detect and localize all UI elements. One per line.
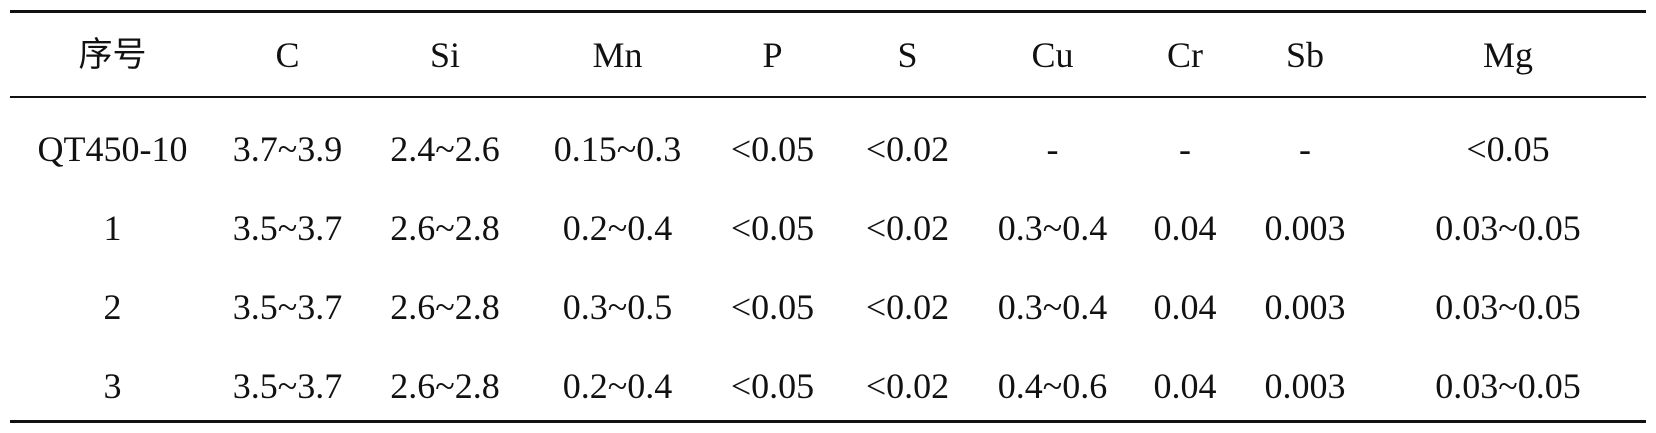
- table-cell: 0.3~0.5: [562, 287, 673, 327]
- table-row: 2 3.5~3.7 2.6~2.8 0.3~0.5 <0.05 <0.02 0.…: [10, 277, 1646, 337]
- table-cell: 2: [103, 287, 122, 327]
- header-cell-mg: Mg: [1482, 35, 1533, 75]
- table-cell: 0.15~0.3: [553, 129, 682, 169]
- table-cell: 0.03~0.05: [1435, 287, 1581, 327]
- table-bottom-rule: [10, 420, 1646, 423]
- table-row: QT450-10 3.7~3.9 2.4~2.6 0.15~0.3 <0.05 …: [10, 119, 1646, 179]
- table-cell: -: [1299, 129, 1311, 169]
- table-cell: <0.02: [865, 366, 950, 406]
- table-row: 1 3.5~3.7 2.6~2.8 0.2~0.4 <0.05 <0.02 0.…: [10, 198, 1646, 258]
- table-cell: 2.6~2.8: [390, 287, 500, 327]
- composition-table: 序号 C Si Mn P S Cu Cr Sb Mg QT450-10 3.7~…: [10, 0, 1646, 433]
- header-cell-index: 序号: [78, 35, 147, 75]
- table-cell: 2.4~2.6: [390, 129, 500, 169]
- table-cell: <0.02: [865, 287, 950, 327]
- table-cell: 0.03~0.05: [1435, 366, 1581, 406]
- table-header-row: 序号 C Si Mn P S Cu Cr Sb Mg: [10, 25, 1646, 85]
- table-cell: 0.003: [1264, 287, 1346, 327]
- table-cell: 0.4~0.6: [997, 366, 1108, 406]
- table-cell: 0.2~0.4: [562, 366, 673, 406]
- header-cell-cu: Cu: [1031, 35, 1074, 75]
- table-cell: <0.02: [865, 208, 950, 248]
- table-top-rule: [10, 10, 1646, 13]
- table-cell: 0.04: [1153, 287, 1217, 327]
- table-row: 3 3.5~3.7 2.6~2.8 0.2~0.4 <0.05 <0.02 0.…: [10, 356, 1646, 416]
- table-cell: 2.6~2.8: [390, 366, 500, 406]
- table-cell: 0.003: [1264, 208, 1346, 248]
- header-cell-si: Si: [429, 35, 461, 75]
- table-cell: 3.5~3.7: [232, 208, 343, 248]
- header-cell-sb: Sb: [1285, 35, 1325, 75]
- table-cell: <0.05: [730, 366, 815, 406]
- table-cell: 3.5~3.7: [232, 366, 343, 406]
- table-cell: 0.3~0.4: [997, 208, 1108, 248]
- table-cell: -: [1179, 129, 1191, 169]
- table-cell: <0.02: [865, 129, 950, 169]
- table-cell: 0.3~0.4: [997, 287, 1108, 327]
- table-cell: 0.003: [1264, 366, 1346, 406]
- table-cell: <0.05: [730, 208, 815, 248]
- table-cell: 2.6~2.8: [390, 208, 500, 248]
- table-cell: 0.04: [1153, 208, 1217, 248]
- header-cell-cr: Cr: [1167, 35, 1203, 75]
- table-header-rule: [10, 96, 1646, 98]
- header-cell-s: S: [897, 35, 918, 75]
- table-cell: 3.5~3.7: [232, 287, 343, 327]
- header-cell-p: P: [762, 35, 783, 75]
- table-cell: QT450-10: [37, 129, 188, 169]
- header-cell-mn: Mn: [592, 35, 643, 75]
- table-cell: 0.03~0.05: [1435, 208, 1581, 248]
- table-cell: -: [1046, 129, 1059, 169]
- header-cell-c: C: [275, 35, 300, 75]
- table-cell: 0.2~0.4: [562, 208, 673, 248]
- table-cell: <0.05: [730, 287, 815, 327]
- table-cell: 0.04: [1153, 366, 1217, 406]
- table-cell: <0.05: [1466, 129, 1550, 169]
- table-cell: 3: [103, 366, 122, 406]
- table-cell: <0.05: [730, 129, 815, 169]
- table-cell: 1: [103, 208, 122, 248]
- table-cell: 3.7~3.9: [232, 129, 343, 169]
